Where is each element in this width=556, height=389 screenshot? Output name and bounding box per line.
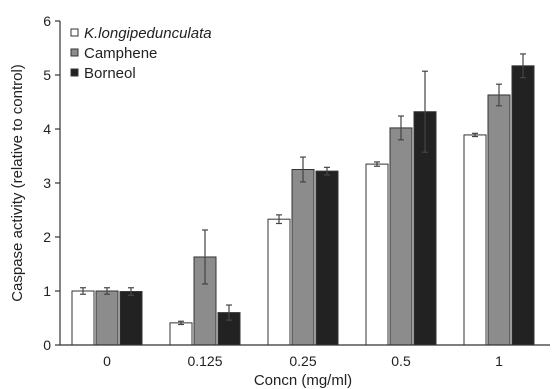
y-tick-label: 6: [43, 13, 51, 29]
legend-swatch: [70, 68, 79, 77]
x-ticks: 0 0.125 0.25 0.5 1: [103, 353, 503, 369]
x-axis-title: Concn (mg/ml): [254, 372, 352, 389]
y-axis-title: Caspase activity (relative to control): [9, 64, 26, 302]
bar: [71, 290, 95, 346]
x-tick-label: 0.5: [391, 353, 411, 369]
bar: [487, 94, 511, 346]
legend-label: Camphene: [84, 45, 157, 62]
legend-label: K.longipedunculata: [84, 25, 212, 42]
y-tick-label: 4: [43, 121, 51, 137]
bar: [291, 169, 315, 346]
bar: [511, 65, 535, 346]
legend-swatch: [70, 28, 79, 37]
x-tick-label: 0.125: [187, 353, 222, 369]
bar: [365, 163, 389, 346]
legend-swatch: [70, 48, 79, 57]
bar: [463, 134, 487, 346]
y-tick-label: 5: [43, 67, 51, 83]
y-tick-label: 0: [43, 337, 51, 353]
y-tick-label: 3: [43, 175, 51, 191]
x-tick-label: 1: [495, 353, 503, 369]
y-tick-label: 1: [43, 283, 51, 299]
y-ticks: 0 1 2 3 4 5 6: [43, 13, 60, 353]
x-tick-label: 0.25: [289, 353, 316, 369]
y-tick-label: 2: [43, 229, 51, 245]
bars-layer: [71, 53, 535, 346]
bar: [119, 291, 143, 346]
bar: [315, 170, 339, 346]
bar: [389, 127, 413, 346]
bar: [267, 218, 291, 346]
x-tick-label: 0: [103, 353, 111, 369]
bar: [95, 290, 119, 346]
bar: [169, 322, 193, 346]
legend-label: Borneol: [84, 65, 136, 82]
legend: K.longipedunculata Camphene Borneol: [70, 25, 212, 82]
